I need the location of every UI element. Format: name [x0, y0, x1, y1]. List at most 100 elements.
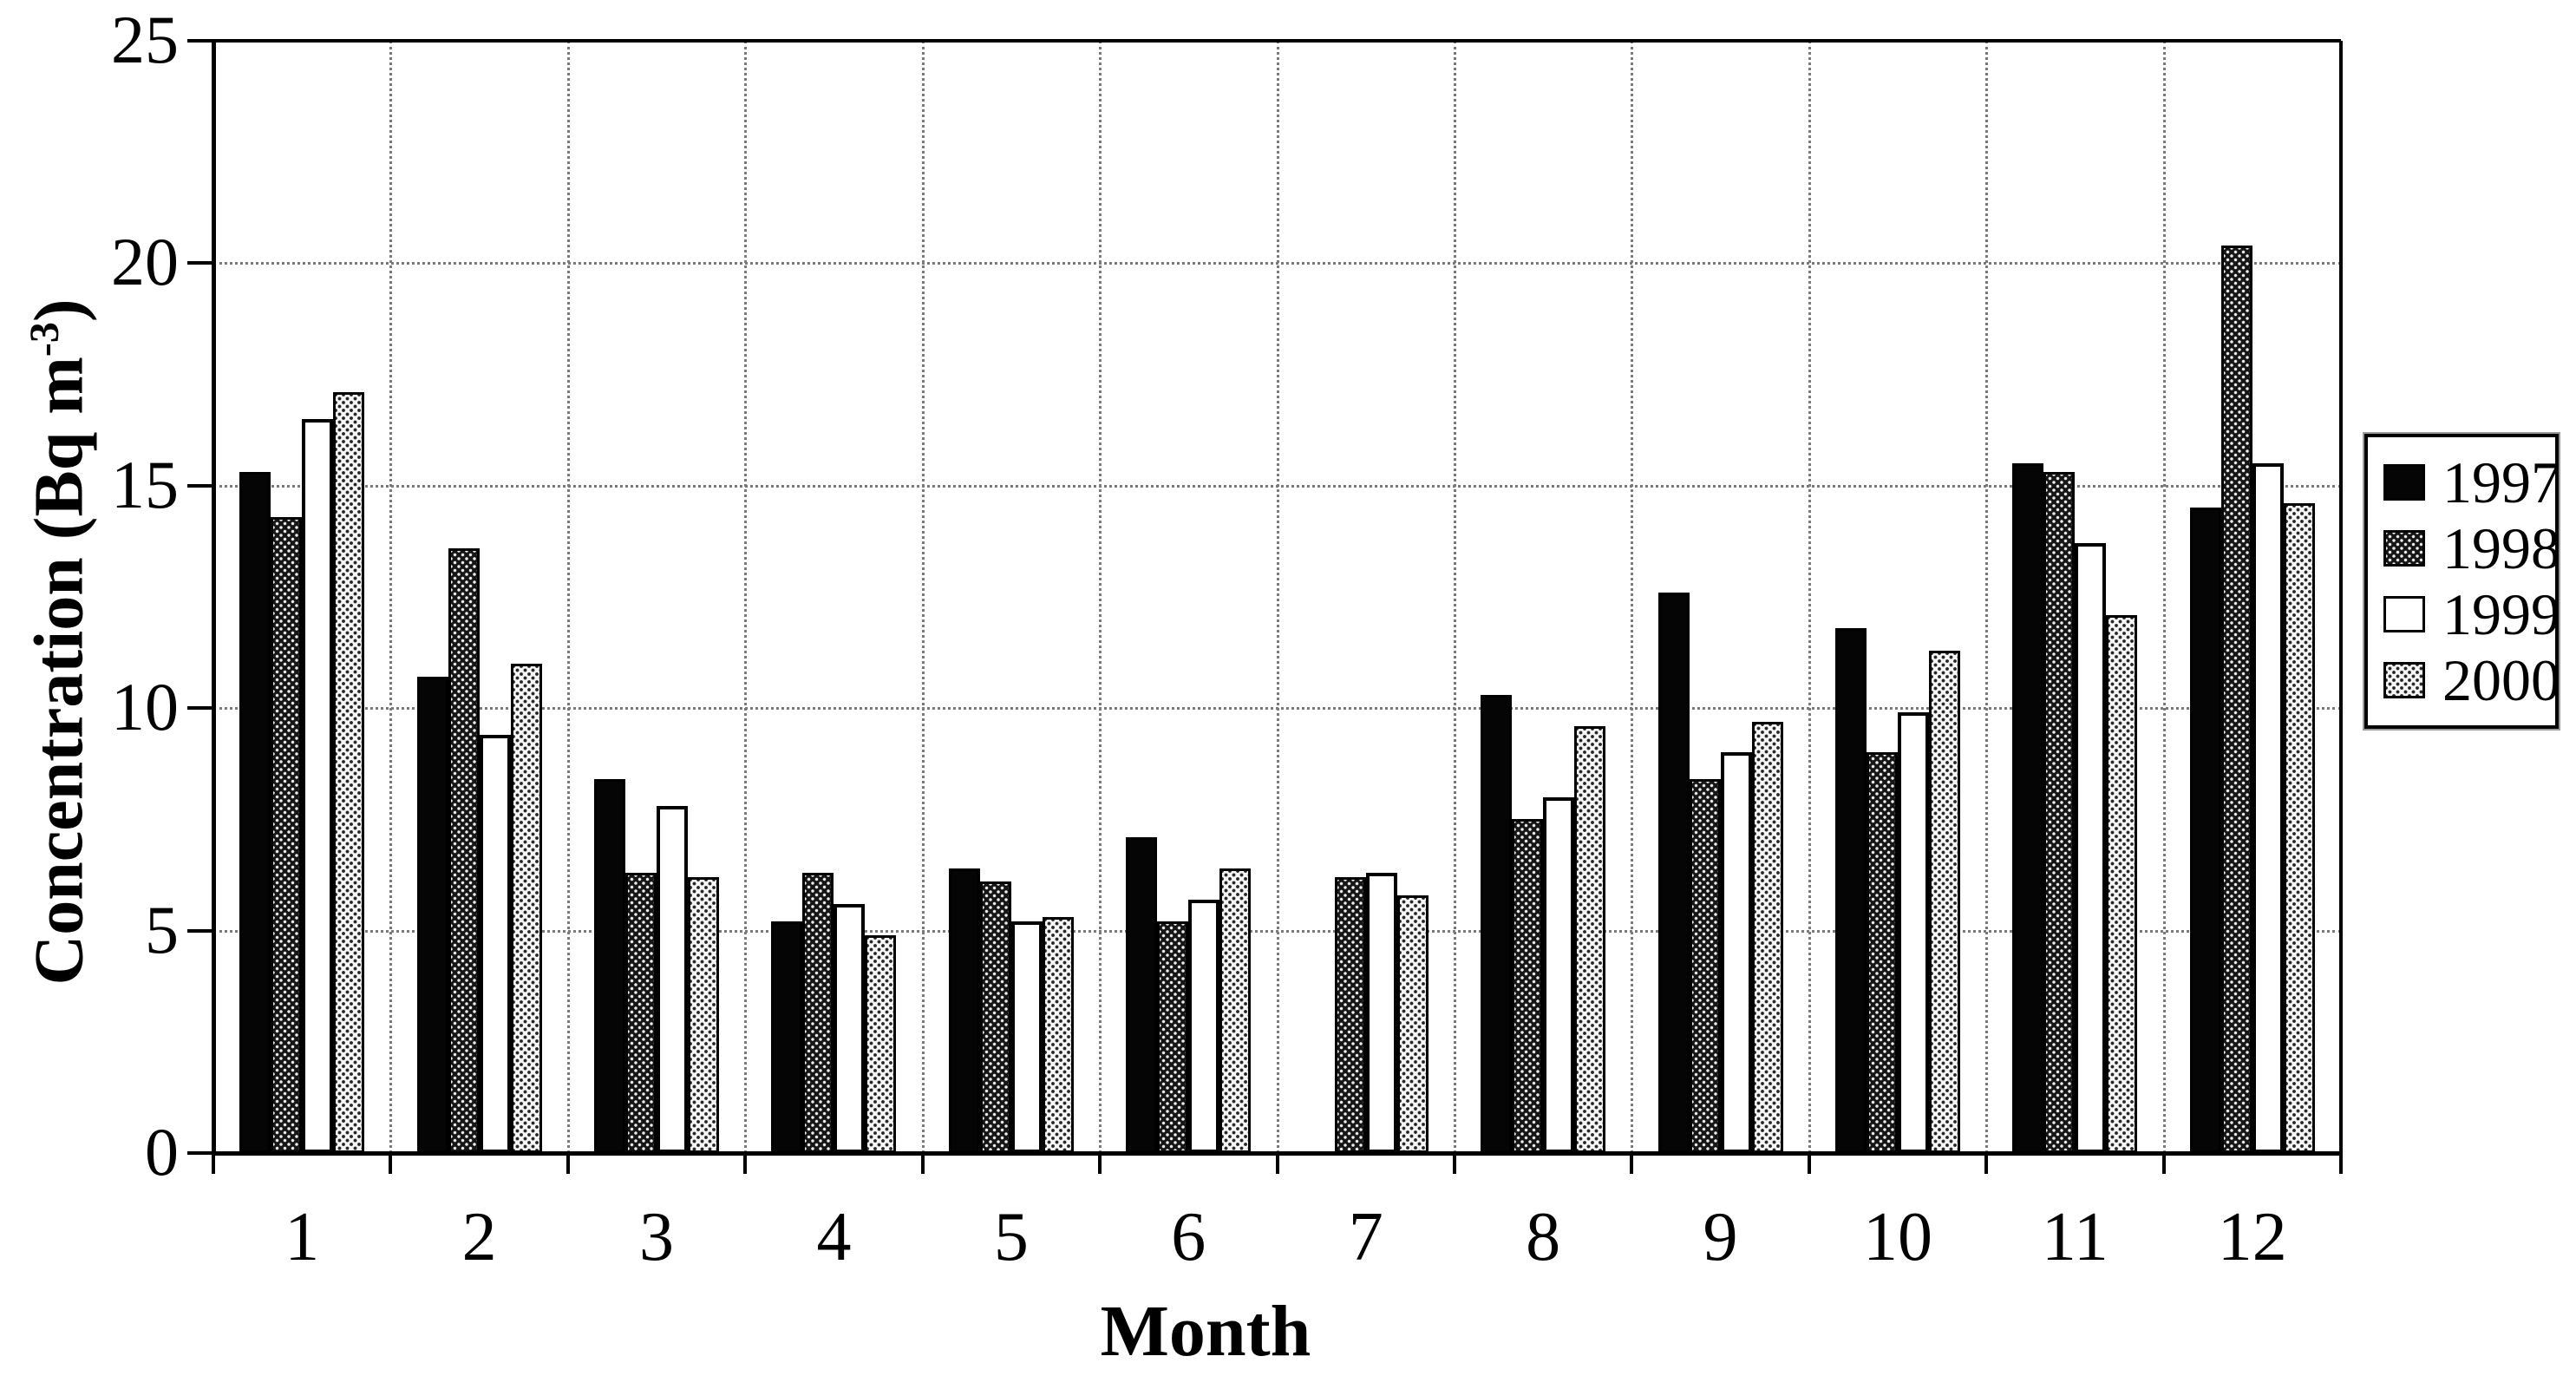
x-tick-label-1: 1	[284, 1199, 320, 1275]
x-boundary-tick-12	[2339, 1153, 2343, 1174]
gridline-vertical-4	[921, 41, 925, 1153]
x-tick-label-12: 12	[2217, 1199, 2287, 1275]
legend-swatch-2000	[2383, 662, 2425, 698]
y-axis-title: Concentration (Bq m-3)	[21, 298, 98, 986]
plot-area	[187, 39, 2343, 1174]
x-tick-label-11: 11	[2041, 1199, 2109, 1275]
bar-1998-month-1	[271, 516, 303, 1153]
plot-frame-top	[213, 39, 2341, 43]
x-tick-label-2: 2	[461, 1199, 497, 1275]
bar-1999-month-5	[1010, 921, 1043, 1153]
x-boundary-tick-7	[1452, 1153, 1456, 1174]
bar-1999-month-8	[1543, 796, 1575, 1153]
gridline-vertical-10	[1985, 41, 1989, 1153]
bar-1998-month-11	[2043, 472, 2076, 1153]
gridline-vertical-7	[1453, 41, 1456, 1153]
x-boundary-tick-3	[743, 1153, 748, 1174]
bar-1997-month-8	[1481, 694, 1513, 1153]
legend-row-2000: 2000	[2383, 650, 2560, 711]
y-tick-label-0: 0	[145, 1114, 179, 1189]
gridline-vertical-6	[1276, 41, 1279, 1153]
x-boundary-tick-6	[1275, 1153, 1279, 1174]
bar-1998-month-8	[1512, 819, 1544, 1153]
legend-label-1999: 1999	[2442, 581, 2560, 647]
y-tick-10	[187, 706, 213, 711]
bar-1999-month-10	[1897, 712, 1929, 1153]
bar-1997-month-5	[948, 868, 980, 1153]
gridline-vertical-2	[566, 41, 570, 1153]
gridline-vertical-8	[1631, 41, 1634, 1153]
gridline-vertical-11	[2162, 41, 2166, 1153]
bar-1998-month-7	[1334, 877, 1366, 1153]
gridline-vertical-3	[744, 41, 748, 1153]
bar-2000-month-4	[865, 934, 897, 1153]
x-boundary-tick-0	[212, 1153, 215, 1174]
y-tick-label-20: 20	[111, 224, 179, 300]
y-axis-line	[212, 41, 216, 1153]
bar-1998-month-4	[802, 872, 834, 1153]
bar-1997-month-12	[2189, 508, 2221, 1153]
bar-1998-month-10	[1866, 752, 1898, 1153]
bar-1997-month-1	[239, 472, 271, 1153]
y-tick-25	[187, 39, 213, 43]
bar-2000-month-8	[1574, 725, 1606, 1153]
x-boundary-tick-10	[1984, 1153, 1989, 1174]
x-axis-title: Month	[1100, 1291, 1311, 1372]
legend-swatch-1998	[2383, 530, 2425, 567]
legend-box: 1997 1998 1999 2000	[2364, 434, 2560, 729]
bar-2000-month-1	[333, 392, 365, 1153]
gridline-vertical-9	[1808, 41, 1811, 1153]
bar-1999-month-4	[834, 903, 866, 1153]
legend-label-2000: 2000	[2442, 647, 2560, 713]
bar-2000-month-10	[1928, 650, 1960, 1153]
x-tick-label-6: 6	[1171, 1199, 1206, 1275]
bar-1999-month-9	[1720, 752, 1752, 1153]
x-boundary-tick-4	[920, 1153, 925, 1174]
legend-swatch-1999	[2383, 596, 2425, 632]
bar-2000-month-7	[1396, 894, 1429, 1153]
bar-1997-month-3	[594, 779, 626, 1153]
y-tick-label-25: 25	[111, 2, 179, 77]
bar-1997-month-10	[1834, 627, 1867, 1153]
y-tick-label-10: 10	[111, 669, 179, 745]
bar-1997-month-11	[2012, 463, 2044, 1153]
y-tick-5	[187, 928, 213, 933]
y-tick-15	[187, 483, 213, 488]
bar-1998-month-9	[1689, 779, 1721, 1153]
x-tick-label-5: 5	[993, 1199, 1029, 1275]
x-tick-label-9: 9	[1703, 1199, 1738, 1275]
x-boundary-tick-11	[2161, 1153, 2166, 1174]
ylabel-superscript: -3	[22, 322, 68, 357]
plot-frame-right	[2339, 41, 2343, 1153]
legend-label-1998: 1998	[2442, 515, 2560, 581]
x-boundary-tick-9	[1807, 1153, 1811, 1174]
bar-2000-month-9	[1751, 721, 1783, 1153]
bar-1999-month-7	[1365, 872, 1397, 1153]
bar-2000-month-11	[2106, 614, 2138, 1153]
bar-1997-month-4	[771, 921, 803, 1153]
y-tick-20	[187, 261, 213, 265]
x-boundary-tick-1	[389, 1153, 393, 1174]
bar-1998-month-5	[979, 881, 1011, 1153]
gridline-vertical-5	[1099, 41, 1102, 1153]
bar-1997-month-2	[416, 677, 448, 1153]
bar-2000-month-3	[688, 877, 720, 1153]
legend-swatch-1997	[2383, 464, 2425, 501]
bar-1999-month-3	[657, 806, 689, 1153]
x-boundary-tick-2	[566, 1153, 570, 1174]
x-tick-label-4: 4	[816, 1199, 852, 1275]
y-tick-label-5: 5	[145, 891, 179, 967]
bar-2000-month-6	[1219, 868, 1252, 1153]
bar-2000-month-5	[1042, 917, 1074, 1153]
bar-1999-month-6	[1188, 899, 1220, 1153]
x-tick-label-3: 3	[639, 1199, 675, 1275]
legend-label-1997: 1997	[2442, 449, 2560, 515]
y-tick-0	[187, 1151, 213, 1155]
y-tick-label-15: 15	[111, 446, 179, 522]
bar-1998-month-3	[625, 872, 657, 1153]
x-tick-label-10: 10	[1862, 1199, 1932, 1275]
bar-1997-month-6	[1126, 836, 1158, 1153]
bar-2000-month-12	[2283, 503, 2315, 1153]
bar-1998-month-2	[448, 547, 480, 1153]
